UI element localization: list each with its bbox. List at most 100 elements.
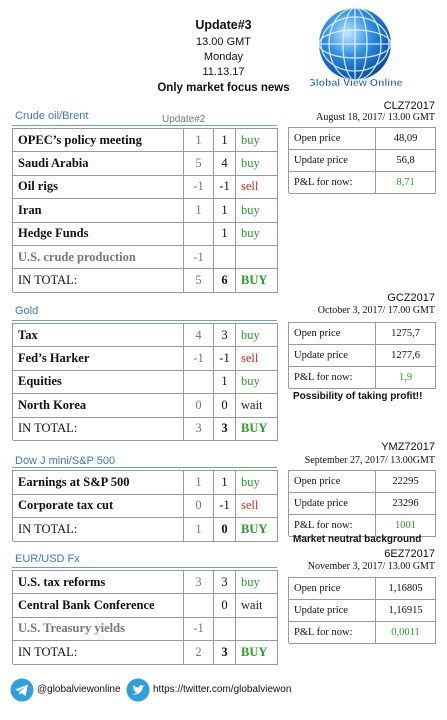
contract-value: 1277,6 [376, 345, 436, 367]
contract-label: Update price [289, 150, 376, 172]
section-rule [12, 125, 277, 126]
contract-date: August 18, 2017/ 13.00 GMT [316, 112, 435, 123]
contract-box: Open price 1275,7 Update price 1277,6 P&L fo… [288, 322, 436, 389]
factor-label: North Korea [13, 394, 184, 418]
previous-score: 3 [184, 571, 214, 595]
total-label: IN TOTAL: [13, 417, 184, 441]
current-score: 3 [214, 324, 236, 348]
previous-score: 4 [184, 324, 214, 348]
title: Update#3 [195, 18, 252, 32]
previous-score: 0 [184, 494, 214, 519]
update-label: Update#2 [162, 114, 206, 125]
current-score: -1 [214, 347, 236, 371]
current-score: 1 [214, 199, 236, 223]
current-score: -1 [214, 175, 236, 200]
contract-value: 22295 [376, 471, 436, 493]
signal: buy [236, 129, 278, 153]
signal: buy [236, 471, 278, 495]
factor-label: OPEC’s policy meeting [13, 129, 184, 153]
current-score: 0 [214, 518, 236, 542]
factor-label: Hedge Funds [13, 222, 184, 246]
signal [236, 246, 278, 270]
signal: BUY [236, 417, 278, 441]
current-score [214, 617, 236, 642]
twitter-link[interactable]: https://twitter.com/globalviewon [153, 684, 292, 695]
contract-label: P&L for now: [289, 172, 376, 194]
signal: buy [236, 222, 278, 246]
signal: buy [236, 370, 278, 395]
contract-date: November 3, 2017/ 13.00 GMT [307, 561, 435, 572]
current-score: 0 [214, 594, 236, 618]
previous-score: -1 [184, 246, 214, 270]
contract-value: 8,71 [376, 172, 436, 194]
total-label: IN TOTAL: [13, 518, 184, 542]
section-rule [12, 467, 277, 468]
current-score: 1 [214, 129, 236, 153]
contract-box: Open price 48,09 Update price 56,8 P&L for n… [288, 127, 436, 194]
factor-label: Central Bank Conference [13, 594, 184, 618]
contract-box: Open price 1,16805 Update price 1,16915 P&L … [288, 577, 436, 644]
previous-score: 5 [184, 269, 214, 293]
contract-date: October 3, 2017/ 17.00 GMT [317, 305, 435, 316]
factor-label: Iran [13, 199, 184, 223]
current-score: -1 [214, 494, 236, 519]
factor-label: U.S. Treasury yields [13, 617, 184, 642]
current-score: 1 [214, 471, 236, 495]
contract-value: 1,16915 [376, 600, 436, 622]
factor-label: Saudi Arabia [13, 152, 184, 176]
total-label: IN TOTAL: [13, 641, 184, 665]
current-score: 3 [214, 417, 236, 441]
contract-label: P&L for now: [289, 622, 376, 644]
contract-note: Market neutral background [293, 534, 422, 545]
contract-label: Update price [289, 345, 376, 367]
date: 11.13.17 [202, 66, 245, 78]
contract-code: YMZ72017 [381, 441, 435, 453]
factor-label: Earnings at S&P 500 [13, 471, 184, 495]
signal: wait [236, 394, 278, 418]
contract-code: CLZ72017 [383, 100, 435, 112]
globe-grid [318, 7, 392, 81]
telegram-handle[interactable]: @globalviewonline [37, 684, 121, 695]
signal-table: Tax 4 3 buy Fed’s Harker -1 -1 sell Equities 1 buy… [12, 323, 278, 441]
section-rule [12, 320, 277, 321]
previous-score [184, 594, 214, 618]
factor-label: U.S. crude production [13, 246, 184, 270]
contract-label: Open price [289, 128, 376, 150]
section-rule [12, 567, 277, 568]
previous-score: 1 [184, 518, 214, 542]
factor-label: U.S. tax reforms [13, 571, 184, 595]
section-title: Dow J mini/S&P 500 [15, 455, 116, 467]
signal-table: U.S. tax reforms 3 3 buy Central Bank Confer… [12, 570, 278, 665]
contract-date: September 27, 2017/ 13.00GMT [304, 455, 435, 466]
contract-label: Open price [289, 471, 376, 493]
contract-value: 48,09 [376, 128, 436, 150]
telegram-icon [10, 678, 34, 702]
section-title: EUR/USD Fx [15, 553, 80, 565]
current-score: 1 [214, 222, 236, 246]
current-score: 3 [214, 641, 236, 665]
signal: buy [236, 324, 278, 348]
signal: BUY [236, 641, 278, 665]
previous-score: 1 [184, 199, 214, 223]
contract-label: P&L for now: [289, 515, 376, 537]
current-score: 6 [214, 269, 236, 293]
current-score: 1 [214, 370, 236, 395]
contract-note: Possibility of taking profit!! [293, 391, 423, 402]
current-score: 3 [214, 571, 236, 595]
contract-label: Open price [289, 323, 376, 345]
logo: Global View Online [310, 7, 403, 89]
signal: wait [236, 594, 278, 618]
current-score: 4 [214, 152, 236, 176]
previous-score: 2 [184, 641, 214, 665]
signal-table: Earnings at S&P 500 1 1 buy Corporate tax cu… [12, 470, 278, 542]
contract-value: 1001 [376, 515, 436, 537]
contract-value: 1,9 [376, 367, 436, 389]
signal: sell [236, 347, 278, 371]
time: 13.00 GMT [195, 36, 252, 48]
contract-label: P&L for now: [289, 367, 376, 389]
section-title: Gold [15, 305, 39, 317]
factor-label: Fed’s Harker [13, 347, 184, 371]
previous-score: 5 [184, 152, 214, 176]
contract-value: 1,16805 [376, 578, 436, 600]
